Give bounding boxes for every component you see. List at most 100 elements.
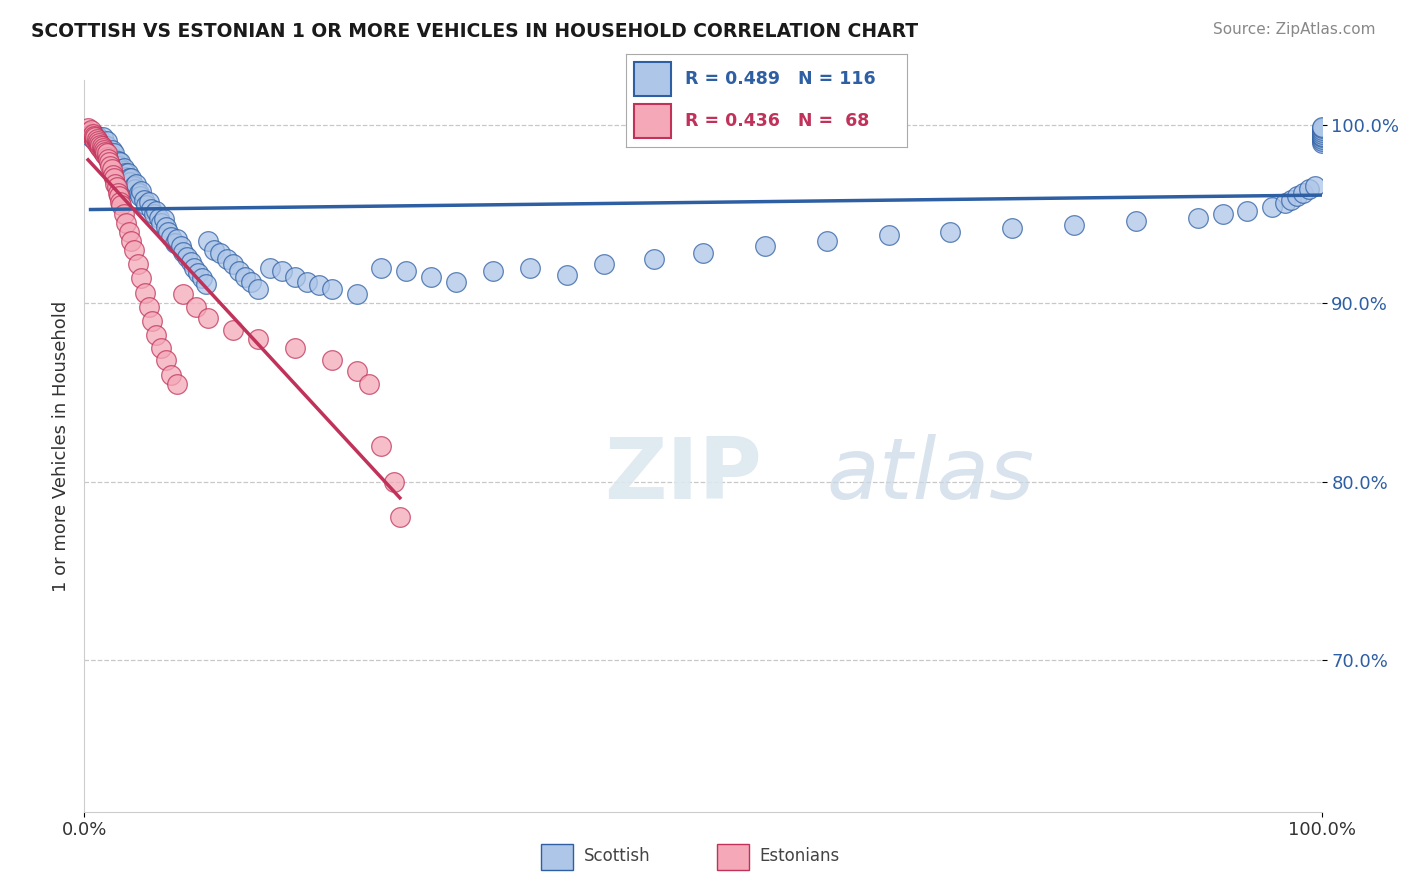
Text: R = 0.436   N =  68: R = 0.436 N = 68 [685, 112, 869, 130]
Point [148, 211, 170, 225]
Point [150, 341, 173, 355]
Point [1261, 200, 1284, 214]
Point [197, 310, 219, 325]
Point [97, 152, 120, 166]
Point [160, 230, 183, 244]
Point [180, 255, 202, 269]
Point [1310, 127, 1333, 141]
Point [145, 328, 167, 343]
Point [100, 150, 122, 164]
Point [519, 260, 541, 275]
Point [228, 264, 250, 278]
Point [96, 139, 118, 153]
Point [191, 271, 214, 285]
Point [284, 269, 307, 284]
Point [308, 278, 330, 293]
Point [444, 275, 467, 289]
Point [155, 219, 177, 234]
Point [86, 128, 108, 143]
Point [233, 269, 256, 284]
Point [1305, 178, 1327, 193]
Point [166, 376, 188, 391]
Point [1001, 221, 1024, 235]
Point [105, 157, 128, 171]
Point [295, 275, 318, 289]
Point [209, 246, 232, 260]
Point [388, 510, 411, 524]
Point [138, 300, 160, 314]
Point [96, 150, 118, 164]
Point [104, 177, 127, 191]
Point [172, 244, 194, 259]
Point [87, 137, 110, 152]
Point [107, 186, 129, 200]
Point [246, 282, 269, 296]
Point [1310, 121, 1333, 136]
Point [194, 277, 217, 291]
Point [222, 323, 245, 337]
Point [555, 268, 578, 282]
Point [166, 232, 188, 246]
Point [187, 266, 209, 280]
Point [135, 198, 157, 212]
Text: Source: ZipAtlas.com: Source: ZipAtlas.com [1212, 22, 1375, 37]
Point [593, 257, 616, 271]
Point [419, 269, 441, 284]
Point [152, 212, 174, 227]
Point [110, 162, 132, 177]
FancyBboxPatch shape [541, 844, 574, 870]
Point [98, 148, 121, 162]
Point [117, 166, 139, 180]
Point [150, 216, 173, 230]
Point [183, 260, 205, 275]
Point [120, 171, 142, 186]
Point [122, 178, 145, 193]
Point [170, 239, 193, 253]
Point [77, 121, 100, 136]
Point [97, 146, 120, 161]
Point [1298, 182, 1320, 196]
Point [86, 134, 108, 148]
Point [112, 161, 135, 175]
Point [90, 139, 112, 153]
Point [1292, 186, 1315, 200]
Point [129, 184, 152, 198]
Point [1063, 218, 1085, 232]
Point [1279, 193, 1302, 207]
Point [112, 207, 135, 221]
Point [100, 162, 122, 177]
Point [1310, 120, 1333, 134]
Point [222, 257, 245, 271]
Point [86, 132, 108, 146]
Point [98, 145, 121, 159]
Point [1310, 128, 1333, 143]
Point [202, 243, 225, 257]
Point [157, 225, 180, 239]
Point [1285, 189, 1308, 203]
Point [89, 137, 111, 152]
Point [1310, 132, 1333, 146]
Point [94, 145, 117, 159]
FancyBboxPatch shape [634, 104, 671, 138]
Point [176, 250, 198, 264]
Point [643, 252, 665, 266]
Point [107, 153, 129, 168]
Text: Estonians: Estonians [759, 847, 839, 865]
Point [115, 216, 138, 230]
Text: ZIP: ZIP [605, 434, 762, 516]
Point [1310, 134, 1333, 148]
Point [79, 127, 101, 141]
Point [101, 153, 124, 168]
Point [115, 169, 138, 184]
Point [110, 194, 132, 209]
Point [91, 130, 114, 145]
Point [271, 264, 294, 278]
Point [79, 125, 101, 139]
Point [132, 193, 155, 207]
Point [96, 134, 118, 148]
Point [754, 239, 776, 253]
Point [128, 186, 150, 200]
Point [98, 159, 121, 173]
Point [1310, 130, 1333, 145]
Point [1310, 136, 1333, 150]
